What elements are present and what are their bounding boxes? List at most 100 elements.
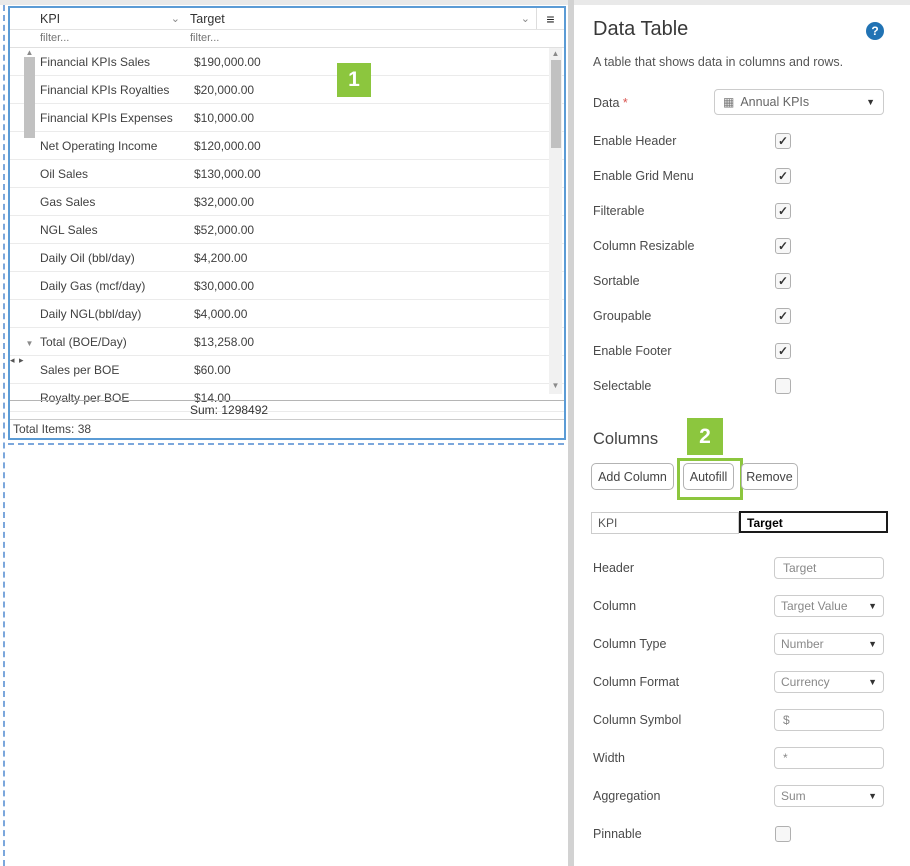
target-cell: $52,000.00 (194, 222, 255, 237)
widget-description: A table that shows data in columns and r… (593, 55, 844, 69)
grid-menu-button[interactable]: ≡ (536, 8, 564, 29)
groupable-checkbox[interactable]: ✓ (775, 308, 791, 324)
field-label-column-format: Column Format (593, 675, 680, 689)
toggle-label-enable-footer: Enable Footer (593, 344, 672, 358)
canvas-guide-horizontal (8, 443, 564, 445)
grid-header-row: KPI ⌄ Target ⌄ ≡ (10, 8, 564, 30)
top-strip (0, 0, 910, 5)
scroll-left-right-icon[interactable]: ◂ ▸ (10, 355, 25, 365)
grid-filter-row (10, 30, 564, 48)
width-input[interactable] (781, 750, 877, 766)
table-row: Daily NGL(bbl/day) $4,000.00 (10, 300, 564, 328)
table-icon: ▦ (723, 95, 735, 109)
grid-gutter-filter (10, 30, 36, 47)
target-cell: $4,000.00 (194, 306, 248, 321)
help-icon[interactable]: ? (866, 22, 884, 40)
column-symbol-input[interactable] (781, 712, 877, 728)
table-row: Oil Sales $130,000.00 (10, 160, 564, 188)
filterable-checkbox[interactable]: ✓ (775, 203, 791, 219)
scroll-up-icon[interactable]: ▲ (551, 49, 560, 58)
target-cell: $20,000.00 (194, 82, 255, 97)
enable-grid-menu-checkbox[interactable]: ✓ (775, 168, 791, 184)
target-cell: $4,200.00 (194, 250, 248, 265)
column-format-select[interactable]: Currency ▼ (774, 671, 884, 693)
kpi-cell: Financial KPIs Sales (40, 54, 151, 69)
grid-body: Financial KPIs Sales $190,000.00 Financia… (10, 48, 564, 412)
kpi-cell: Sales per BOE (40, 362, 120, 377)
caret-down-icon: ▼ (866, 97, 875, 107)
enable-header-checkbox[interactable]: ✓ (775, 133, 791, 149)
column-resizable-checkbox[interactable]: ✓ (775, 238, 791, 254)
annotation-step-1-badge: 1 (337, 63, 371, 97)
required-asterisk: * (622, 96, 628, 110)
add-column-button[interactable]: Add Column (591, 463, 674, 490)
header-input-wrap (774, 557, 884, 579)
kpi-cell: Daily NGL(bbl/day) (40, 306, 142, 321)
remove-button[interactable]: Remove (741, 463, 798, 490)
check-icon: ✓ (777, 204, 789, 218)
column-tab-target[interactable]: Target (739, 511, 888, 533)
kpi-cell: Total (BOE/Day) (40, 334, 127, 349)
target-filter-input[interactable] (186, 30, 564, 45)
check-icon: ✓ (777, 274, 789, 288)
grid-status-total-items: Total Items: 38 (10, 419, 564, 438)
caret-down-icon: ▼ (868, 791, 877, 801)
table-row: Daily Oil (bbl/day) $4,200.00 (10, 244, 564, 272)
target-cell: $13,258.00 (194, 334, 255, 349)
panel-divider (568, 0, 574, 866)
grid-header-kpi-label: KPI (40, 11, 61, 26)
target-cell: $120,000.00 (194, 138, 261, 153)
autofill-button[interactable]: Autofill (683, 463, 734, 490)
selectable-checkbox[interactable]: ✓ (775, 378, 791, 394)
check-icon: ✓ (777, 134, 789, 148)
table-row: Daily Gas (mcf/day) $30,000.00 (10, 272, 564, 300)
check-icon: ✓ (777, 309, 789, 323)
scroll-down-icon[interactable]: ▼ (25, 339, 34, 348)
target-cell: $190,000.00 (194, 54, 261, 69)
field-label-aggregation: Aggregation (593, 789, 661, 803)
kpi-cell: Oil Sales (40, 166, 89, 181)
field-label-column: Column (593, 599, 637, 613)
kpi-cell: Net Operating Income (40, 138, 158, 153)
toggle-label-column-resizable: Column Resizable (593, 239, 695, 253)
vertical-scrollbar-thumb-right[interactable] (551, 60, 561, 148)
field-label-pinnable: Pinnable (593, 827, 642, 841)
header-input[interactable] (781, 560, 877, 576)
sortable-checkbox[interactable]: ✓ (775, 273, 791, 289)
aggregation-select[interactable]: Sum ▼ (774, 785, 884, 807)
columns-section-heading: Columns (593, 430, 659, 448)
kpi-cell: Daily Gas (mcf/day) (40, 278, 146, 293)
data-table-widget[interactable]: KPI ⌄ Target ⌄ ≡ Financial KPIs Sales $19… (8, 6, 566, 440)
vertical-scrollbar-thumb-left[interactable] (24, 57, 35, 138)
chevron-down-icon[interactable]: ⌄ (520, 13, 530, 25)
kpi-cell: Royalty per BOE (40, 390, 130, 405)
grid-gutter-header (10, 8, 36, 29)
grid-menu-icon: ≡ (546, 10, 555, 27)
toggle-label-filterable: Filterable (593, 204, 645, 218)
scroll-down-icon[interactable]: ▼ (551, 381, 560, 390)
kpi-filter-input[interactable] (36, 30, 186, 45)
grid-header-target[interactable]: Target ⌄ (186, 8, 536, 29)
grid-footer-sum: Sum: 1298492 (10, 400, 564, 419)
column-tab-kpi[interactable]: KPI (591, 512, 739, 534)
enable-footer-checkbox[interactable]: ✓ (775, 343, 791, 359)
table-row: Total (BOE/Day) $13,258.00 (10, 328, 564, 356)
column-select[interactable]: Target Value ▼ (774, 595, 884, 617)
table-row: NGL Sales $52,000.00 (10, 216, 564, 244)
check-icon: ✓ (777, 344, 789, 358)
toggle-label-selectable: Selectable (593, 379, 652, 393)
pinnable-checkbox[interactable]: ✓ (775, 826, 791, 842)
annotation-step-2-badge: 2 (687, 418, 723, 455)
scroll-up-icon[interactable]: ▲ (25, 48, 34, 57)
grid-header-target-label: Target (190, 11, 225, 26)
field-label-column-symbol: Column Symbol (593, 713, 682, 727)
field-label-header: Header (593, 561, 634, 575)
kpi-cell: Financial KPIs Expenses (40, 110, 173, 125)
column-type-select[interactable]: Number ▼ (774, 633, 884, 655)
data-source-select[interactable]: ▦ Annual KPIs ▼ (714, 89, 884, 115)
caret-down-icon: ▼ (868, 677, 877, 687)
kpi-cell: Gas Sales (40, 194, 96, 209)
grid-header-kpi[interactable]: KPI ⌄ (36, 8, 186, 29)
chevron-down-icon[interactable]: ⌄ (170, 13, 180, 25)
